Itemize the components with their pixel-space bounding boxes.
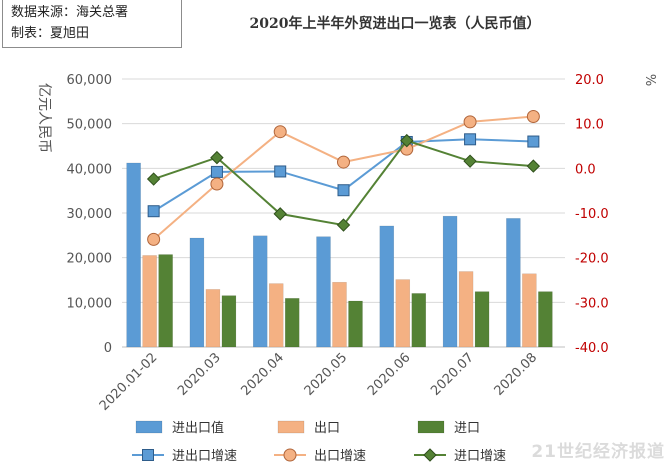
bar-import bbox=[348, 300, 363, 348]
line-export-growth-point bbox=[273, 125, 287, 139]
author-line: 制表：夏旭田 bbox=[11, 26, 90, 41]
line-export-growth-point bbox=[526, 110, 540, 124]
legend-label: 出口 bbox=[314, 421, 340, 436]
y2-tick-label: 0.0 bbox=[575, 162, 596, 177]
chart-title: 2020年上半年外贸进出口一览表（人民币值） bbox=[249, 16, 541, 32]
legend-marker bbox=[283, 448, 297, 462]
legend-label: 进口增速 bbox=[454, 449, 506, 464]
watermark-logo: 21世纪经济报道 bbox=[531, 442, 665, 462]
bar-total bbox=[506, 218, 521, 348]
legend-label: 进出口增速 bbox=[172, 449, 237, 464]
bar-export bbox=[332, 281, 347, 348]
line-export-growth-point bbox=[337, 155, 350, 169]
y-tick-label: 40,000 bbox=[67, 162, 113, 177]
line-import-growth-point bbox=[210, 150, 224, 165]
y-tick-label: 50,000 bbox=[67, 118, 113, 133]
legend-swatch bbox=[417, 420, 445, 434]
line-total-growth-point bbox=[464, 133, 477, 146]
y-tick-label: 30,000 bbox=[67, 207, 113, 222]
bar-import bbox=[538, 291, 553, 348]
bar-export bbox=[458, 271, 474, 348]
bar-total bbox=[252, 235, 268, 348]
legend-swatch bbox=[277, 420, 305, 434]
x-tick-label: 2020.03 bbox=[175, 350, 224, 399]
line-import-growth-point bbox=[463, 154, 477, 168]
bar-total bbox=[189, 237, 205, 348]
y2-tick-label: 20.0 bbox=[575, 73, 604, 88]
y2-tick-label: -10.0 bbox=[575, 207, 609, 222]
y2-axis-title: % bbox=[642, 74, 657, 86]
bar-export bbox=[205, 289, 221, 348]
legend-label: 进口 bbox=[454, 421, 480, 436]
bar-export bbox=[268, 283, 284, 348]
y-tick-label: 10,000 bbox=[67, 296, 113, 311]
bar-export bbox=[142, 255, 157, 348]
line-total-growth-point bbox=[147, 205, 160, 218]
bar-total bbox=[316, 236, 331, 348]
bar-total bbox=[379, 225, 395, 348]
bar-import bbox=[158, 254, 173, 348]
y-tick-label: 0 bbox=[104, 341, 112, 356]
bar-total bbox=[126, 162, 141, 348]
y-axis-title: 亿元人民币 bbox=[36, 83, 52, 153]
legend-marker bbox=[142, 449, 154, 461]
legend-swatch bbox=[135, 420, 163, 434]
legend-label: 出口增速 bbox=[314, 449, 366, 464]
line-export-growth-point bbox=[463, 115, 477, 129]
y-tick-label: 20,000 bbox=[67, 252, 113, 267]
legend-label: 进出口值 bbox=[172, 420, 224, 436]
line-import-growth-point bbox=[526, 159, 541, 173]
x-tick-label: 2020.01-02 bbox=[97, 350, 161, 414]
x-tick-label: 2020.06 bbox=[365, 350, 414, 399]
line-total-growth bbox=[153, 138, 534, 213]
bar-export bbox=[395, 279, 411, 348]
y2-tick-label: -20.0 bbox=[575, 252, 609, 267]
bar-import bbox=[411, 293, 427, 348]
line-import-growth-point bbox=[400, 133, 414, 148]
line-import-growth-point bbox=[336, 218, 351, 232]
y-tick-label: 60,000 bbox=[67, 73, 113, 88]
bar-import bbox=[284, 298, 300, 348]
bar-import bbox=[221, 295, 237, 348]
line-import-growth-point bbox=[146, 172, 161, 186]
source-line: 数据来源：海关总署 bbox=[11, 5, 129, 20]
y2-tick-label: -40.0 bbox=[575, 341, 609, 356]
bar-total bbox=[442, 215, 458, 348]
x-tick-label: 2020.08 bbox=[492, 350, 541, 399]
bar-export bbox=[522, 273, 537, 348]
y2-tick-label: 10.0 bbox=[575, 118, 604, 133]
x-tick-label: 2020.04 bbox=[238, 350, 287, 399]
line-total-growth-point bbox=[337, 184, 350, 197]
line-export-growth-point bbox=[147, 232, 161, 246]
legend-marker bbox=[423, 448, 437, 462]
x-tick-label: 2020.05 bbox=[302, 350, 351, 399]
line-export-growth-point bbox=[210, 177, 224, 191]
x-tick-label: 2020.07 bbox=[428, 350, 477, 399]
line-total-growth-point bbox=[210, 165, 223, 178]
y2-tick-label: -30.0 bbox=[575, 296, 609, 311]
line-import-growth-point bbox=[273, 207, 287, 221]
line-total-growth-point bbox=[274, 165, 287, 178]
source-box: 数据来源：海关总署 制表：夏旭田 bbox=[2, 0, 182, 48]
bar-import bbox=[474, 291, 490, 348]
line-total-growth-point bbox=[527, 135, 540, 148]
